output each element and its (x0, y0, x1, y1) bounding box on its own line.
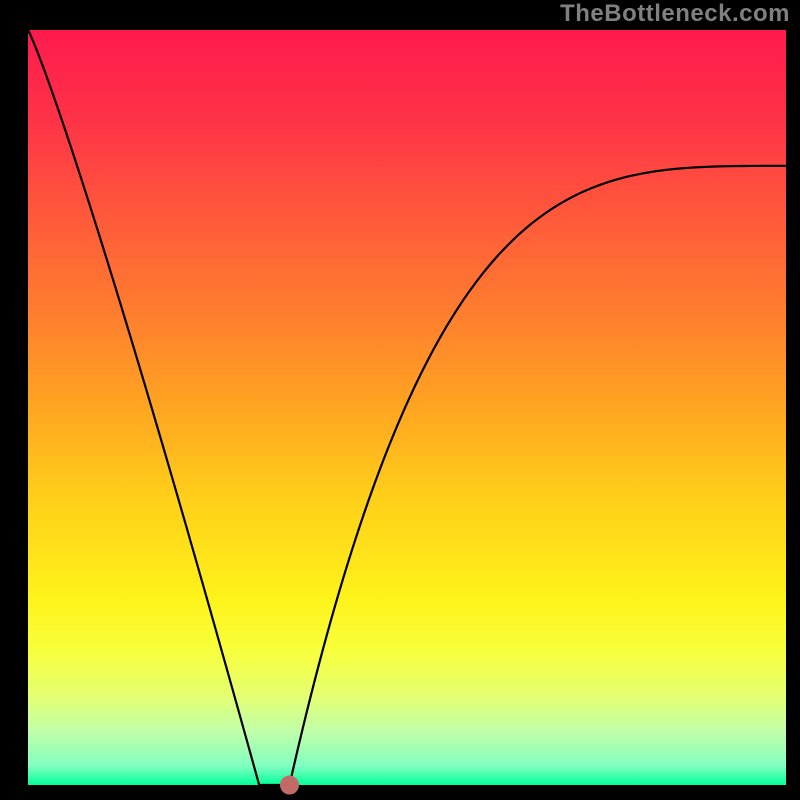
watermark-text: TheBottleneck.com (560, 0, 790, 28)
current-point-marker (281, 776, 299, 794)
marker-svg (0, 0, 800, 800)
